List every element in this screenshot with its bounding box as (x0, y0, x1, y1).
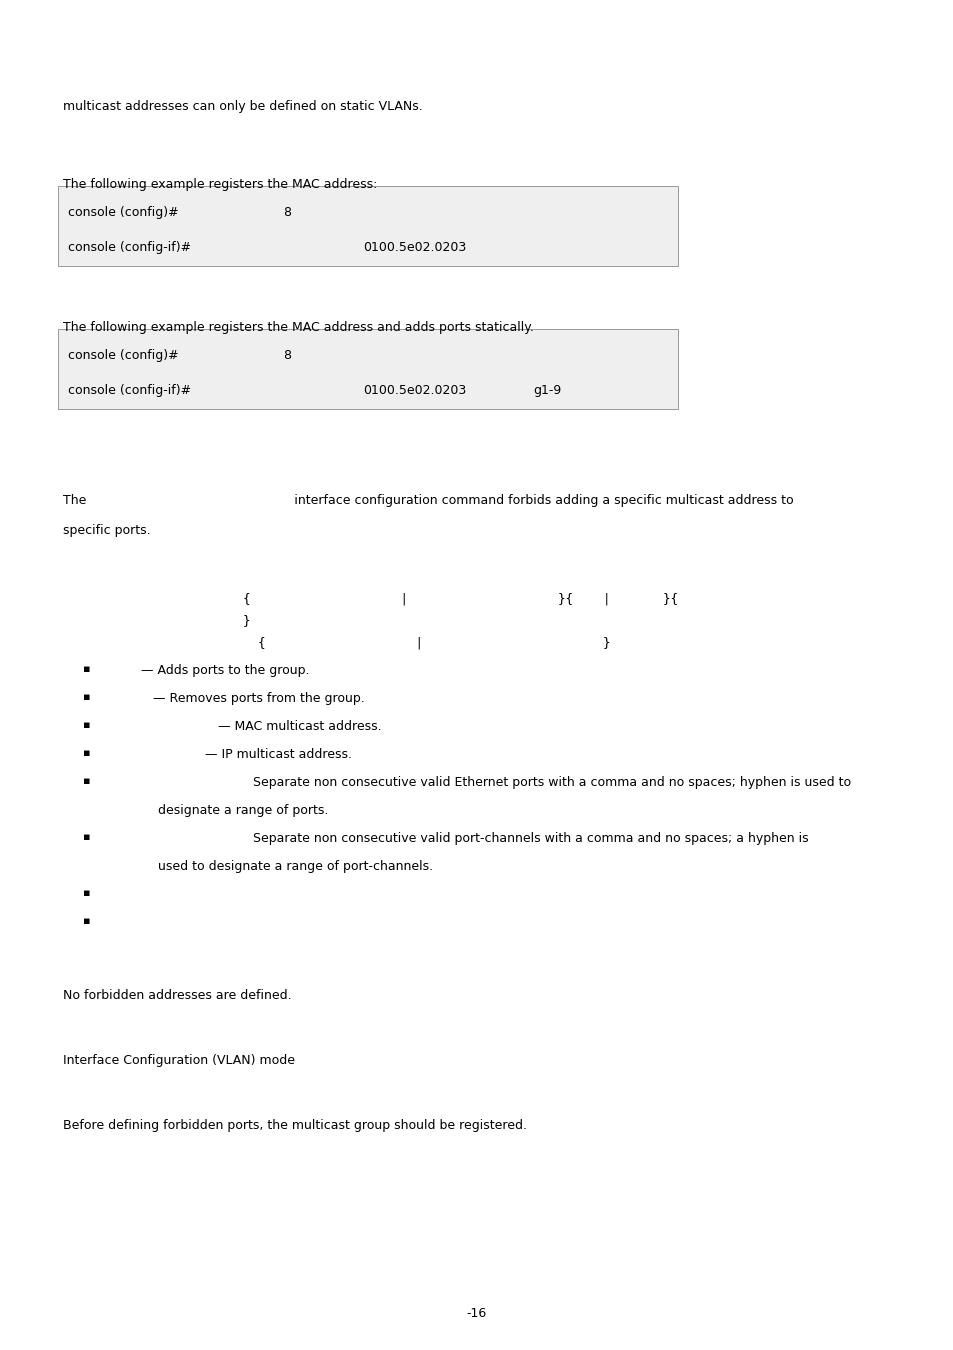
Text: ▪: ▪ (83, 748, 91, 757)
Text: The following example registers the MAC address and adds ports statically.: The following example registers the MAC … (63, 321, 534, 333)
Text: console (config)#: console (config)# (68, 350, 178, 362)
Text: Before defining forbidden ports, the multicast group should be registered.: Before defining forbidden ports, the mul… (63, 1119, 526, 1133)
Text: Separate non consecutive valid Ethernet ports with a comma and no spaces; hyphen: Separate non consecutive valid Ethernet … (253, 776, 850, 788)
Text: No forbidden addresses are defined.: No forbidden addresses are defined. (63, 990, 292, 1002)
Text: The                                                    interface configuration c: The interface configuration c (63, 494, 793, 508)
Text: — Adds ports to the group.: — Adds ports to the group. (141, 664, 309, 676)
Text: ▪: ▪ (83, 917, 91, 926)
Text: specific ports.: specific ports. (63, 524, 151, 537)
Text: }: } (63, 614, 251, 626)
Text: 0100.5e02.0203: 0100.5e02.0203 (363, 383, 466, 397)
Text: 8: 8 (283, 350, 291, 362)
Text: -16: -16 (466, 1307, 487, 1320)
Text: console (config-if)#: console (config-if)# (68, 383, 191, 397)
Text: 0100.5e02.0203: 0100.5e02.0203 (363, 242, 466, 254)
Text: ▪: ▪ (83, 720, 91, 730)
FancyBboxPatch shape (58, 186, 678, 266)
Text: Separate non consecutive valid port-channels with a comma and no spaces; a hyphe: Separate non consecutive valid port-chan… (253, 832, 808, 845)
Text: designate a range of ports.: designate a range of ports. (158, 805, 328, 817)
FancyBboxPatch shape (58, 329, 678, 409)
Text: ▪: ▪ (83, 693, 91, 702)
Text: {                    |                    }{    |       }{: { | }{ | }{ (63, 593, 678, 605)
Text: ▪: ▪ (83, 832, 91, 842)
Text: — MAC multicast address.: — MAC multicast address. (218, 720, 381, 733)
Text: g1-9: g1-9 (533, 383, 560, 397)
Text: ▪: ▪ (83, 776, 91, 786)
Text: used to designate a range of port-channels.: used to designate a range of port-channe… (158, 860, 433, 873)
Text: Interface Configuration (VLAN) mode: Interface Configuration (VLAN) mode (63, 1054, 294, 1067)
Text: The following example registers the MAC address:: The following example registers the MAC … (63, 178, 377, 190)
Text: — IP multicast address.: — IP multicast address. (205, 748, 352, 761)
Text: console (config-if)#: console (config-if)# (68, 242, 191, 254)
Text: — Removes ports from the group.: — Removes ports from the group. (152, 693, 364, 705)
Text: {                    |                        }: { | } (63, 636, 610, 649)
Text: ▪: ▪ (83, 664, 91, 674)
Text: console (config)#: console (config)# (68, 207, 178, 219)
Text: multicast addresses can only be defined on static VLANs.: multicast addresses can only be defined … (63, 100, 422, 113)
Text: 8: 8 (283, 207, 291, 219)
Text: ▪: ▪ (83, 888, 91, 898)
